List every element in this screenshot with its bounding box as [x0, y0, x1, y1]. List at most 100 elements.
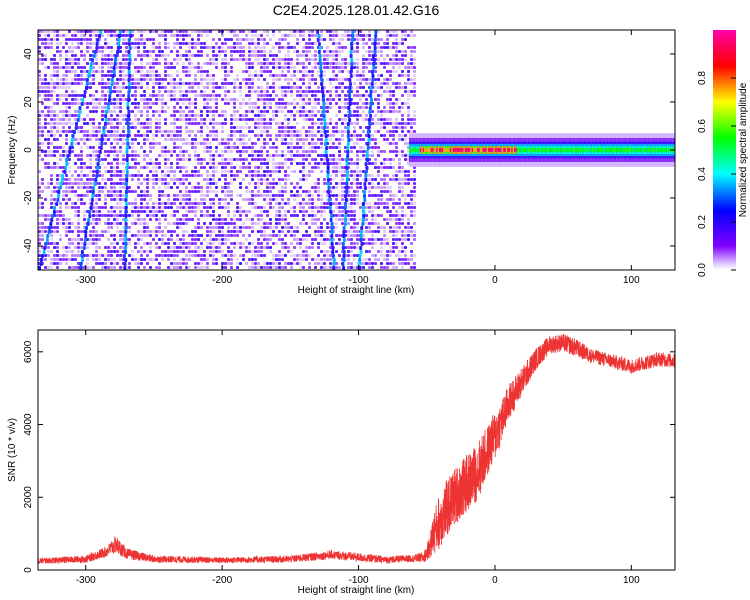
heatmap-cell [368, 186, 371, 189]
heatmap-cell [248, 170, 251, 173]
heatmap-cell [299, 162, 302, 165]
heatmap-cell [230, 146, 233, 149]
heatmap-cell [356, 174, 359, 177]
heatmap-cell [188, 74, 191, 77]
heatmap-cell [311, 42, 314, 45]
heatmap-cell [137, 250, 140, 253]
heatmap-cell [158, 118, 161, 121]
heatmap-cell [404, 90, 407, 93]
heatmap-cell [233, 134, 236, 137]
heatmap-cell [278, 134, 281, 137]
heatmap-cell [380, 162, 383, 165]
heatmap-cell [47, 242, 50, 245]
heatmap-cell [224, 38, 227, 41]
heatmap-cell [284, 126, 287, 129]
heatmap-cell [326, 58, 329, 61]
heatmap-cell [149, 194, 152, 197]
heatmap-cell [182, 182, 185, 185]
heatmap-cell [395, 146, 398, 149]
heatmap-cell [371, 238, 374, 241]
heatmap-cell [236, 34, 239, 37]
heatmap-cell [74, 30, 77, 33]
heatmap-cell [137, 38, 140, 41]
heatmap-cell [71, 66, 74, 69]
heatmap-cell [332, 70, 335, 73]
heatmap-cell [56, 138, 59, 141]
heatmap-cell [155, 78, 158, 81]
heatmap-cell [284, 182, 287, 185]
heatmap-cell [143, 42, 146, 45]
heatmap-cell [101, 114, 104, 117]
heatmap-cell [281, 122, 284, 125]
heatmap-cell [155, 166, 158, 169]
heatmap-cell [122, 78, 125, 81]
heatmap-cell [182, 202, 185, 205]
heatmap-cell [230, 230, 233, 233]
heatmap-cell [194, 46, 197, 49]
heatmap-cell [251, 198, 254, 201]
heatmap-cell [107, 46, 110, 49]
heatmap-streak-cell [58, 186, 62, 190]
heatmap-cell [92, 206, 95, 209]
heatmap-cell [407, 230, 410, 233]
heatmap-cell [341, 118, 344, 121]
heatmap-cell [71, 230, 74, 233]
heatmap-cell [56, 174, 59, 177]
heatmap-cell [281, 142, 284, 145]
heatmap-cell [137, 122, 140, 125]
heatmap-cell [389, 166, 392, 169]
heatmap-cell [122, 186, 125, 189]
heatmap-cell [257, 194, 260, 197]
heatmap-cell [65, 186, 68, 189]
heatmap-cell [278, 74, 281, 77]
heatmap-cell [110, 134, 113, 137]
heatmap-cell [95, 34, 98, 37]
heatmap-cell [329, 98, 332, 101]
heatmap-cell [320, 258, 323, 261]
heatmap-streak-cell [93, 182, 97, 186]
heatmap-cell [77, 138, 80, 141]
heatmap-cell [263, 38, 266, 41]
heatmap-cell [215, 86, 218, 89]
heatmap-cell [167, 174, 170, 177]
heatmap-cell [131, 202, 134, 205]
heatmap-cell [53, 86, 56, 89]
heatmap-cell [215, 190, 218, 193]
heatmap-cell [209, 190, 212, 193]
heatmap-cell [185, 50, 188, 53]
heatmap-cell [191, 170, 194, 173]
heatmap-cell [74, 58, 77, 61]
heatmap-cell [113, 266, 116, 269]
heatmap-cell [299, 254, 302, 257]
heatmap-cell [44, 254, 47, 257]
heatmap-cell [239, 58, 242, 61]
heatmap-cell [260, 62, 263, 65]
heatmap-cell [74, 258, 77, 261]
heatmap-cell [221, 66, 224, 69]
heatmap-cell [146, 166, 149, 169]
heatmap-cell [284, 86, 287, 89]
heatmap-cell [254, 50, 257, 53]
heatmap-cell [323, 266, 326, 269]
heatmap-cell [116, 62, 119, 65]
heatmap-cell [110, 234, 113, 237]
heatmap-cell [155, 82, 158, 85]
heatmap-cell [47, 110, 50, 113]
heatmap-cell [362, 70, 365, 73]
heatmap-cell [149, 162, 152, 165]
heatmap-cell [401, 246, 404, 249]
heatmap-cell [122, 182, 125, 185]
heatmap-cell [398, 74, 401, 77]
heatmap-cell [377, 258, 380, 261]
heatmap-cell [365, 62, 368, 65]
heatmap-cell [155, 242, 158, 245]
heatmap-cell [50, 190, 53, 193]
heatmap-cell [107, 30, 110, 33]
heatmap-cell [314, 182, 317, 185]
heatmap-cell [176, 74, 179, 77]
heatmap-cell [293, 70, 296, 73]
heatmap-cell [230, 50, 233, 53]
heatmap-cell [338, 150, 341, 153]
heatmap-cell [197, 30, 200, 33]
heatmap-cell [407, 74, 410, 77]
